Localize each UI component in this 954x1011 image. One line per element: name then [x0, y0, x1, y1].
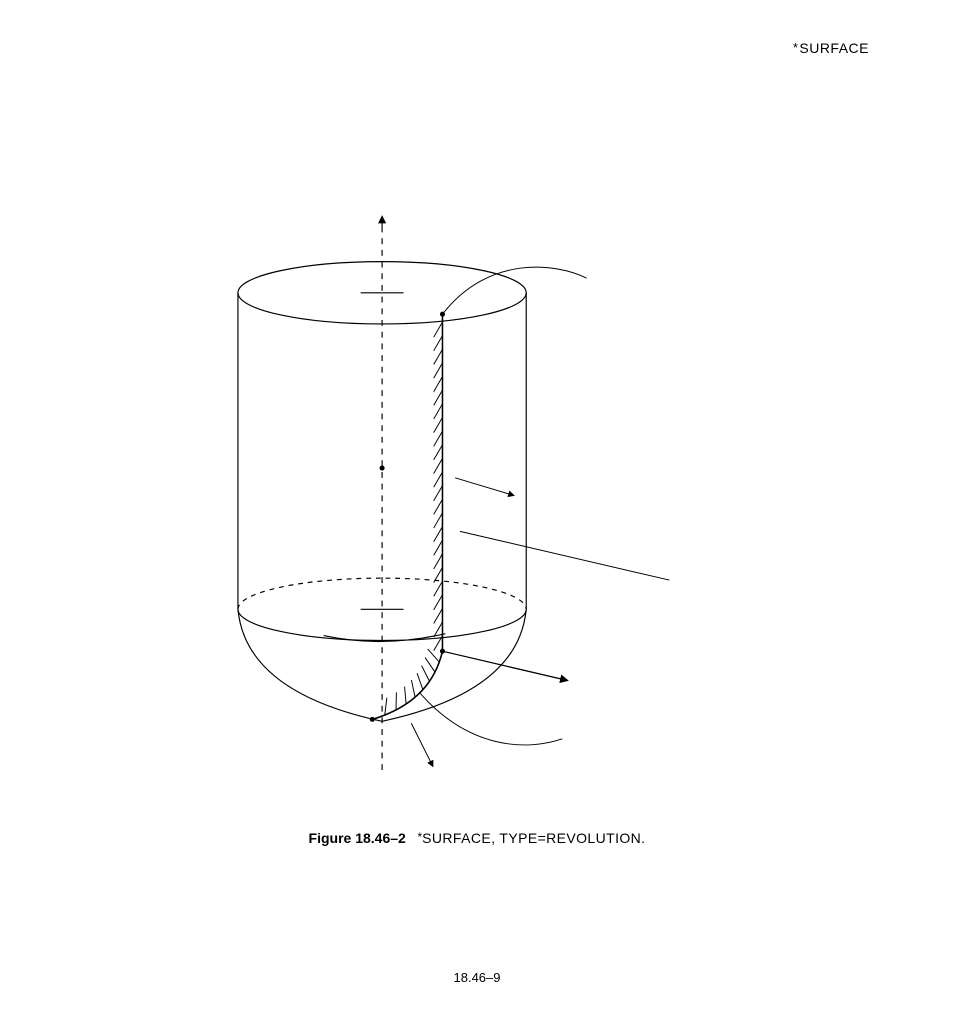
caption-text: SURFACE, TYPE=REVOLUTION.: [422, 830, 645, 846]
asterisk-icon: *: [793, 40, 799, 55]
figure-diagram: [170, 210, 750, 770]
running-head-text: SURFACE: [799, 40, 869, 56]
caption-label: Figure 18.46–2: [309, 830, 406, 846]
figure-caption: Figure 18.46–2 *SURFACE, TYPE=REVOLUTION…: [0, 830, 954, 846]
page-number: 18.46–9: [0, 970, 954, 985]
page-number-text: 18.46–9: [454, 970, 501, 985]
page: *SURFACE Figure 18.46–2 *SURFACE, TYPE=R…: [0, 0, 954, 1011]
revolution-surface-svg: [170, 210, 750, 770]
running-head: *SURFACE: [793, 40, 869, 56]
